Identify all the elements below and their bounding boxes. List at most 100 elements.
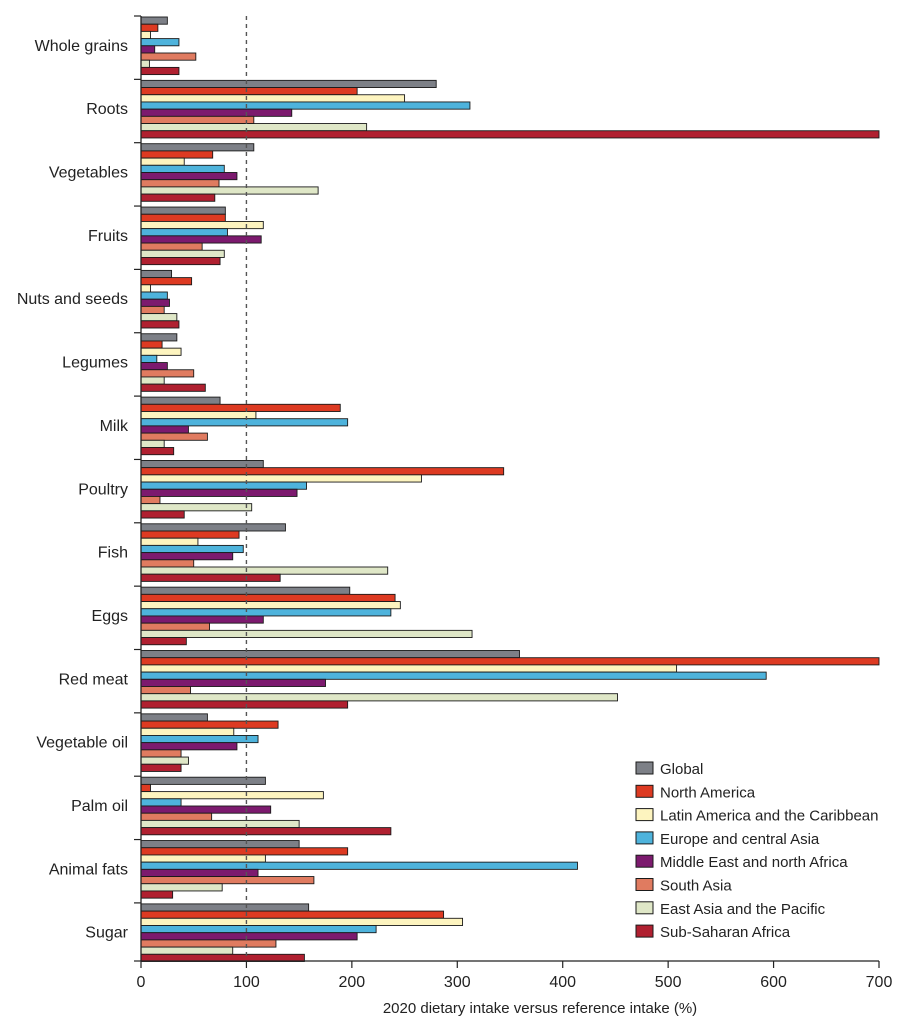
legend-swatch-europe-and-central-asia	[635, 831, 654, 845]
legend-swatch-middle-east-and-north-africa	[635, 854, 654, 868]
bar-fish-sub-saharan-africa	[140, 573, 281, 582]
x-tick-label-200: 200	[339, 974, 366, 991]
bar-fish-south-asia	[140, 559, 195, 568]
bar-whole-grains-north-america	[140, 23, 159, 32]
bar-red-meat-north-america	[140, 657, 880, 666]
bar-animal-fats-middle-east-and-north-africa	[140, 868, 259, 877]
bar-nuts-and-seeds-middle-east-and-north-africa	[140, 298, 170, 307]
legend-label-global: Global	[660, 761, 703, 778]
bar-vegetable-oil-south-asia	[140, 749, 182, 758]
legend-swatch-latin-america-and-the-caribbean	[635, 808, 654, 822]
category-label-legumes: Legumes	[62, 355, 128, 372]
category-label-fruits: Fruits	[88, 228, 128, 245]
category-label-animal-fats: Animal fats	[49, 861, 128, 878]
bar-palm-oil-europe-and-central-asia	[140, 798, 182, 807]
bar-milk-middle-east-and-north-africa	[140, 425, 189, 434]
legend-swatch-sub-saharan-africa	[635, 924, 654, 938]
legend-swatch-south-asia	[635, 878, 654, 891]
bar-roots-north-america	[140, 87, 358, 96]
bar-whole-grains-sub-saharan-africa	[140, 66, 180, 76]
bar-legumes-europe-and-central-asia	[140, 354, 158, 364]
bar-nuts-and-seeds-europe-and-central-asia	[140, 291, 168, 300]
legend-swatch-global	[635, 761, 654, 775]
bar-legumes-sub-saharan-africa	[140, 383, 206, 392]
bar-red-meat-europe-and-central-asia	[140, 671, 767, 680]
bar-poultry-latin-america-and-the-caribbean	[140, 474, 422, 483]
bar-sugar-middle-east-and-north-africa	[140, 932, 358, 941]
bar-vegetables-south-asia	[140, 179, 220, 188]
bar-animal-fats-north-america	[140, 847, 349, 856]
legend-label-latin-america-and-the-caribbean: Latin America and the Caribbean	[660, 808, 878, 825]
bar-sugar-east-asia-and-the-pacific	[140, 946, 234, 955]
bar-fruits-latin-america-and-the-caribbean	[140, 220, 264, 230]
bar-red-meat-middle-east-and-north-africa	[140, 678, 326, 687]
bar-red-meat-sub-saharan-africa	[140, 700, 349, 709]
bar-eggs-middle-east-and-north-africa	[140, 615, 264, 624]
bar-vegetable-oil-middle-east-and-north-africa	[140, 742, 238, 751]
bar-whole-grains-global	[140, 16, 168, 25]
bar-fruits-global	[140, 206, 226, 215]
bar-poultry-east-asia-and-the-pacific	[140, 503, 253, 512]
bar-fruits-sub-saharan-africa	[140, 257, 221, 266]
bar-fruits-east-asia-and-the-pacific	[140, 249, 225, 258]
bar-fish-north-america	[140, 530, 240, 539]
x-tick-label-300: 300	[444, 974, 471, 991]
bar-vegetable-oil-north-america	[140, 720, 279, 729]
bar-eggs-south-asia	[140, 622, 210, 631]
bar-palm-oil-latin-america-and-the-caribbean	[140, 791, 324, 800]
bar-eggs-east-asia-and-the-pacific	[140, 629, 473, 638]
bar-sugar-north-america	[140, 910, 445, 919]
bar-nuts-and-seeds-south-asia	[140, 305, 165, 315]
bar-whole-grains-east-asia-and-the-pacific	[140, 59, 150, 68]
bar-milk-europe-and-central-asia	[140, 418, 349, 427]
bar-whole-grains-latin-america-and-the-caribbean	[140, 30, 151, 40]
bar-vegetable-oil-global	[140, 713, 208, 722]
bar-fruits-europe-and-central-asia	[140, 228, 228, 237]
bar-whole-grains-europe-and-central-asia	[140, 38, 180, 47]
category-label-whole-grains: Whole grains	[35, 38, 128, 55]
bar-roots-latin-america-and-the-caribbean	[140, 94, 406, 103]
bar-animal-fats-east-asia-and-the-pacific	[140, 883, 223, 892]
bar-fish-middle-east-and-north-africa	[140, 552, 234, 561]
bar-palm-oil-south-asia	[140, 812, 213, 821]
bar-nuts-and-seeds-north-america	[140, 277, 193, 286]
category-label-eggs: Eggs	[92, 608, 128, 625]
bar-poultry-global	[140, 460, 264, 469]
category-label-fish: Fish	[98, 545, 128, 562]
bar-fish-global	[140, 523, 286, 532]
legend-label-europe-and-central-asia: Europe and central Asia	[660, 831, 820, 848]
category-label-sugar: Sugar	[85, 925, 128, 942]
bar-poultry-middle-east-and-north-africa	[140, 488, 298, 497]
bar-milk-latin-america-and-the-caribbean	[140, 411, 257, 420]
x-axis-title: 2020 dietary intake versus reference int…	[383, 1000, 697, 1017]
bar-vegetables-sub-saharan-africa	[140, 193, 216, 202]
bar-roots-europe-and-central-asia	[140, 101, 471, 110]
bar-sugar-global	[140, 903, 310, 912]
bar-red-meat-global	[140, 650, 520, 659]
legend-label-sub-saharan-africa: Sub-Saharan Africa	[660, 924, 791, 941]
bar-vegetables-latin-america-and-the-caribbean	[140, 157, 185, 166]
bar-vegetables-north-america	[140, 150, 214, 159]
bar-fish-latin-america-and-the-caribbean	[140, 537, 199, 546]
legend-label-east-asia-and-the-pacific: East Asia and the Pacific	[660, 901, 826, 918]
bar-fruits-south-asia	[140, 242, 203, 251]
bar-palm-oil-east-asia-and-the-pacific	[140, 819, 300, 829]
x-tick-label-0: 0	[137, 974, 146, 991]
bar-animal-fats-europe-and-central-asia	[140, 861, 578, 870]
bar-palm-oil-north-america	[140, 783, 151, 793]
legend-swatch-north-america	[635, 784, 654, 798]
x-ticks: 0 100 200 300 400 500 600 700	[137, 961, 893, 991]
bar-vegetable-oil-latin-america-and-the-caribbean	[140, 727, 235, 736]
bar-fish-east-asia-and-the-pacific	[140, 566, 389, 575]
category-label-poultry: Poultry	[78, 481, 128, 498]
bar-vegetable-oil-europe-and-central-asia	[140, 735, 259, 744]
x-tick-label-700: 700	[866, 974, 893, 991]
bar-sugar-south-asia	[140, 939, 277, 948]
category-label-red-meat: Red meat	[59, 671, 129, 688]
bar-poultry-south-asia	[140, 496, 161, 505]
bar-vegetables-east-asia-and-the-pacific	[140, 186, 319, 195]
x-tick-label-400: 400	[549, 974, 576, 991]
category-label-vegetables: Vegetables	[49, 165, 128, 182]
bar-nuts-and-seeds-east-asia-and-the-pacific	[140, 313, 178, 322]
